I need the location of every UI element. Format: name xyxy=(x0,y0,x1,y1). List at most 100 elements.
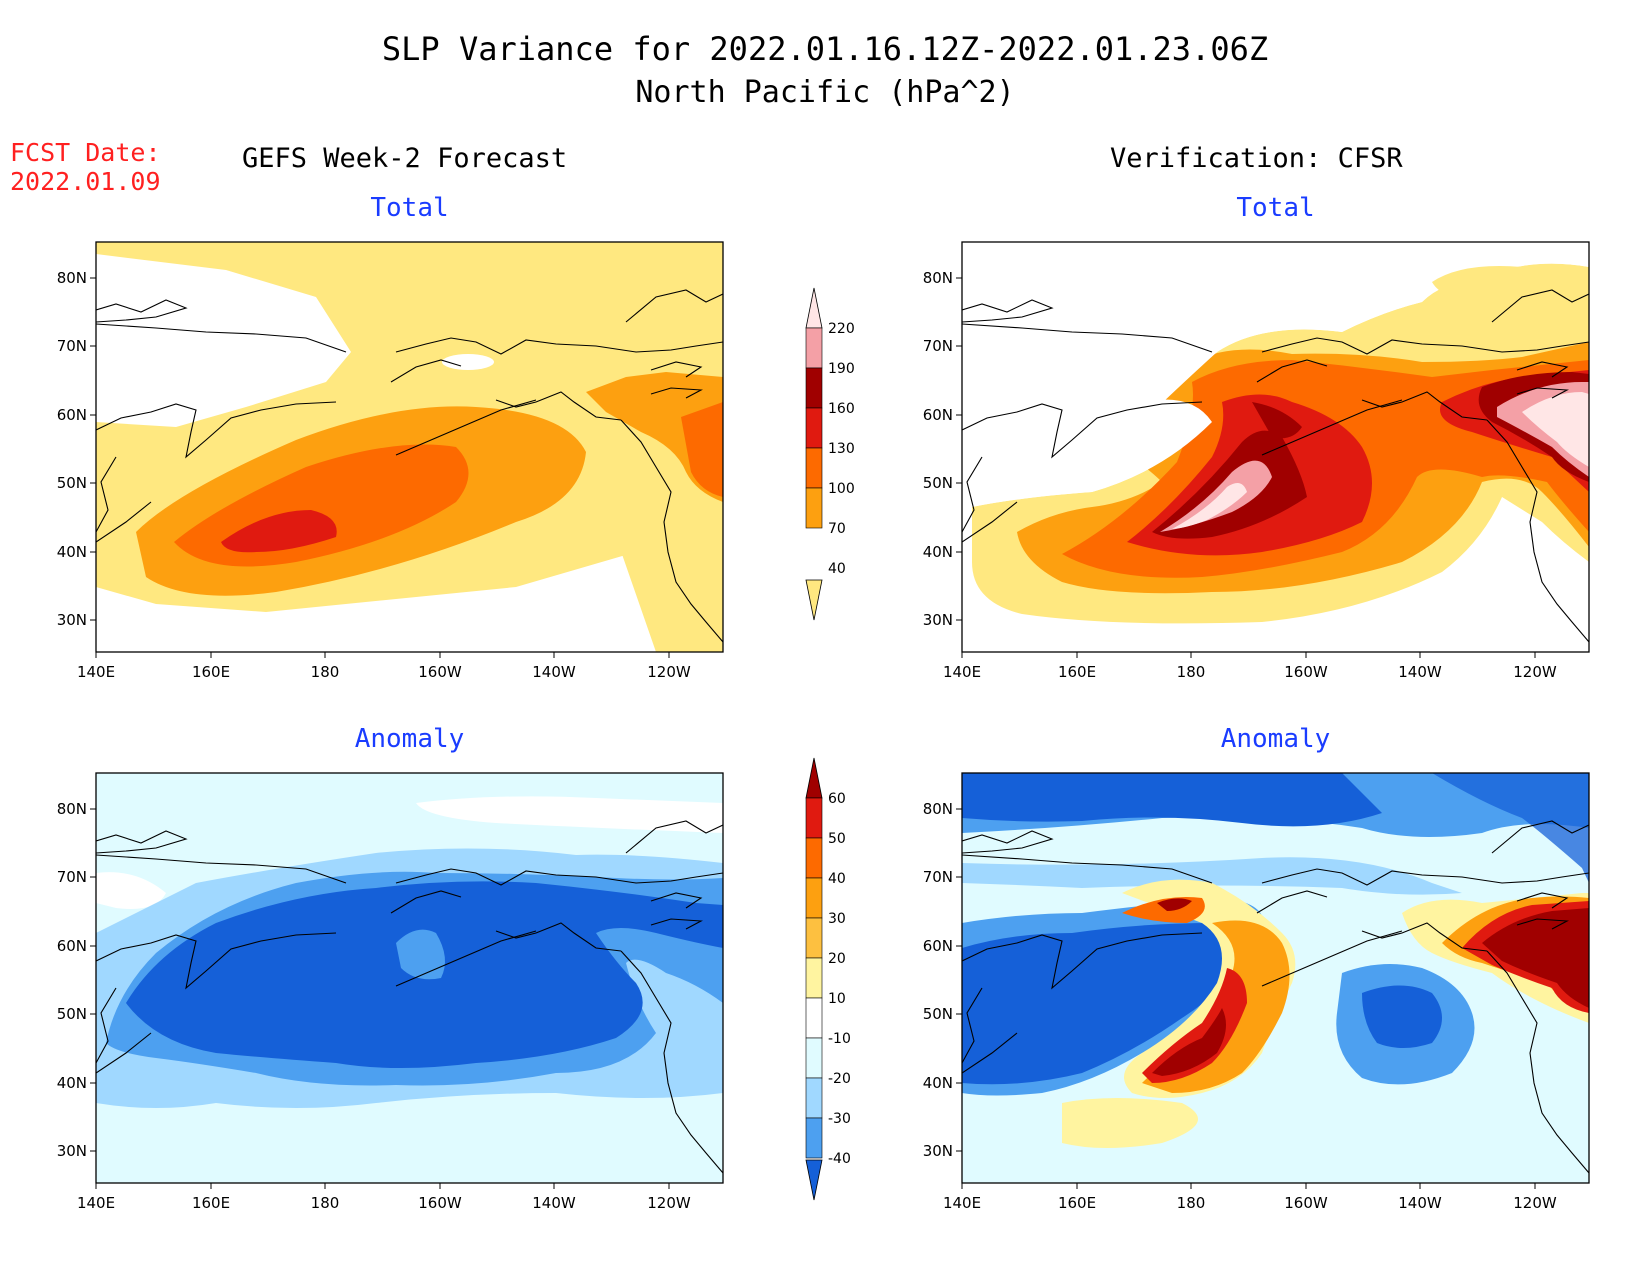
panel-forecast-anomaly xyxy=(95,772,724,1184)
map-verification-total xyxy=(962,242,1589,643)
colorbar-anomaly-level-label: -30 xyxy=(828,1111,851,1127)
colorbar-total-swatch xyxy=(805,487,823,529)
fcst-date-label: FCST Date: xyxy=(10,138,161,167)
x-tick-label: 140W xyxy=(532,663,576,681)
x-tick-label: 140E xyxy=(77,1194,115,1212)
colorbar-total-level-label: 40 xyxy=(828,561,846,577)
colorbar-anomaly-level-label: 40 xyxy=(828,871,846,887)
colorbar-anomaly-level-label: -10 xyxy=(828,1031,851,1047)
colorbar-anomaly-swatch xyxy=(805,1077,823,1119)
y-tick-label: 80N xyxy=(923,800,953,818)
x-tick-label: 140E xyxy=(943,663,981,681)
y-tick-label: 60N xyxy=(923,937,953,955)
colorbar-anomaly-level-label: 50 xyxy=(828,831,846,847)
map-forecast-total xyxy=(96,242,723,652)
y-tick-label: 70N xyxy=(57,868,87,886)
x-tick-label: 140W xyxy=(1398,663,1442,681)
main-title: SLP Variance for 2022.01.16.12Z-2022.01.… xyxy=(381,30,1269,68)
colorbar-anomaly-level-label: 30 xyxy=(828,911,846,927)
x-tick-label: 160W xyxy=(1284,1194,1328,1212)
y-tick-label: 70N xyxy=(923,337,953,355)
panel-verification-anomaly xyxy=(961,772,1590,1184)
x-tick-label: 140E xyxy=(943,1194,981,1212)
colorbar-total-swatch xyxy=(805,327,823,369)
colorbar-total-level-label: 100 xyxy=(828,481,855,497)
y-tick-label: 30N xyxy=(57,1142,87,1160)
x-tick-label: 180 xyxy=(311,663,340,681)
x-tick-label: 160W xyxy=(1284,663,1328,681)
colorbar-anomaly-level-label: -20 xyxy=(828,1071,851,1087)
y-tick-label: 50N xyxy=(57,474,87,492)
y-tick-label: 60N xyxy=(923,406,953,424)
panel-title-forecast-total: Total xyxy=(370,193,449,223)
colorbar-anomaly-level-label: 20 xyxy=(828,951,846,967)
colorbar-anomaly-swatch xyxy=(805,957,823,999)
axes-layer: 140E 160E 180 160W 140W 120W 80N 70N 60N 50N 40N 30… xyxy=(57,269,1557,1212)
colorbar-anomaly-top-arrow xyxy=(805,757,823,799)
right-column-title: Verification: CFSR xyxy=(1110,143,1403,174)
colorbar-anomaly-level-label: 60 xyxy=(828,791,846,807)
fcst-date-value: 2022.01.09 xyxy=(10,167,161,196)
x-tick-label: 160W xyxy=(418,663,462,681)
x-tick-label: 180 xyxy=(311,1194,340,1212)
y-tick-label: 60N xyxy=(57,406,87,424)
x-tick-label: 160E xyxy=(192,1194,230,1212)
x-tick-label: 140W xyxy=(1398,1194,1442,1212)
y-tick-label: 70N xyxy=(57,337,87,355)
y-tick-label: 30N xyxy=(57,611,87,629)
y-tick-label: 40N xyxy=(57,543,87,561)
colorbar-total-level-label: 70 xyxy=(828,521,846,537)
panel-title-verification-total: Total xyxy=(1236,193,1315,223)
x-tick-label: 160E xyxy=(1058,1194,1096,1212)
colorbar-total-level-label: 190 xyxy=(828,361,855,377)
y-tick-label: 80N xyxy=(57,269,87,287)
colorbar-total-level-label: 130 xyxy=(828,441,855,457)
y-tick-label: 40N xyxy=(923,1074,953,1092)
x-tick-label: 180 xyxy=(1177,1194,1206,1212)
x-tick-label: 180 xyxy=(1177,663,1206,681)
x-tick-label: 160W xyxy=(418,1194,462,1212)
y-tick-label: 30N xyxy=(923,1142,953,1160)
y-tick-label: 50N xyxy=(923,1005,953,1023)
x-tick-label: 160E xyxy=(192,663,230,681)
y-tick-label: 50N xyxy=(923,474,953,492)
y-tick-label: 40N xyxy=(923,543,953,561)
y-tick-label: 30N xyxy=(923,611,953,629)
colorbar-total-top-arrow xyxy=(805,287,823,329)
x-tick-label: 140W xyxy=(532,1194,576,1212)
x-tick-label: 120W xyxy=(1513,663,1557,681)
colorbar-total-swatch xyxy=(805,367,823,409)
colorbar-total: 220 190 160 130 100 70 40 xyxy=(805,287,855,621)
colorbar-total-bottom-arrow xyxy=(805,579,823,621)
x-tick-label: 120W xyxy=(647,1194,691,1212)
y-tick-label: 80N xyxy=(57,800,87,818)
y-tick-label: 40N xyxy=(57,1074,87,1092)
y-tick-label: 50N xyxy=(57,1005,87,1023)
colorbar-total-level-label: 220 xyxy=(828,321,855,337)
colorbar-anomaly-swatch xyxy=(805,877,823,919)
colorbar-anomaly-swatch xyxy=(805,1037,823,1079)
map-forecast-anomaly xyxy=(96,773,723,1183)
colorbar-total-swatch xyxy=(805,447,823,489)
colorbar-anomaly: 60 50 40 30 20 10 -10 -20 -30 -40 xyxy=(805,757,851,1201)
y-tick-label: 70N xyxy=(923,868,953,886)
colorbar-anomaly-swatch xyxy=(805,797,823,839)
y-tick-label: 80N xyxy=(923,269,953,287)
colorbar-anomaly-bottom-arrow xyxy=(805,1159,823,1201)
main-subtitle: North Pacific (hPa^2) xyxy=(635,75,1015,110)
colorbar-anomaly-swatch xyxy=(805,917,823,959)
colorbar-anomaly-level-label: -40 xyxy=(828,1151,851,1167)
colorbar-anomaly-swatch xyxy=(805,1117,823,1159)
y-tick-label: 60N xyxy=(57,937,87,955)
panel-title-forecast-anomaly: Anomaly xyxy=(354,724,465,754)
panel-verification-total xyxy=(961,241,1590,653)
colorbar-anomaly-swatch xyxy=(805,837,823,879)
colorbar-anomaly-swatch xyxy=(805,997,823,1039)
x-tick-label: 160E xyxy=(1058,663,1096,681)
x-tick-label: 120W xyxy=(647,663,691,681)
colorbar-total-level-label: 160 xyxy=(828,401,855,417)
map-verification-anomaly xyxy=(962,773,1589,1183)
panel-title-verification-anomaly: Anomaly xyxy=(1220,724,1331,754)
panel-forecast-total xyxy=(95,241,724,653)
